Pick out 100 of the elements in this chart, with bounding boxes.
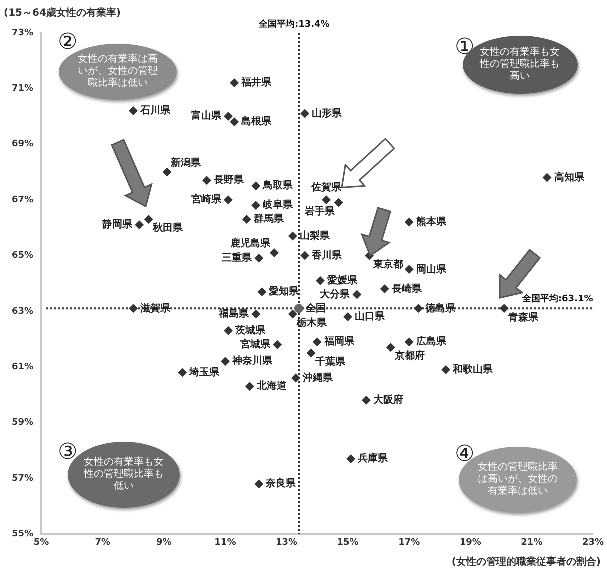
series-label: 長崎県 xyxy=(390,282,423,295)
series-label: 石川県 xyxy=(139,104,172,117)
ref-line-label: 全国平均:63.1% xyxy=(521,294,594,305)
point xyxy=(254,480,264,489)
point xyxy=(230,118,240,127)
series-label: 宮城県 xyxy=(240,338,272,350)
series-label: 神奈川県 xyxy=(231,355,274,368)
point xyxy=(542,173,552,182)
series-label: 北海道 xyxy=(256,380,288,392)
series-label: 栃木県 xyxy=(296,316,328,329)
point xyxy=(300,251,310,260)
point xyxy=(245,382,254,392)
x-tick-label: 15% xyxy=(337,538,359,548)
series-label: 山梨県 xyxy=(300,230,331,242)
x-tick-label: 21% xyxy=(521,538,543,548)
point xyxy=(128,304,138,314)
y-tick-label: 63% xyxy=(12,306,34,317)
point xyxy=(230,78,240,88)
y-tick-label: 55% xyxy=(12,530,34,540)
point xyxy=(306,348,316,358)
series-label: 東京都 xyxy=(372,258,404,270)
y-tick-label: 71% xyxy=(12,84,34,94)
series-label: 大分県 xyxy=(319,288,352,300)
point xyxy=(414,304,424,314)
series-label: 福島県 xyxy=(218,308,250,320)
annotation: ① xyxy=(455,35,475,60)
point xyxy=(224,112,234,122)
point xyxy=(352,290,362,300)
series-label: 三重県 xyxy=(222,252,254,264)
x-axis-title: (女性の管理的職業従事者の割合) xyxy=(452,556,601,569)
series-label: 福井県 xyxy=(240,76,273,89)
point xyxy=(128,106,138,116)
y-tick-label: 57% xyxy=(12,474,34,484)
series-label: 宮崎県 xyxy=(192,194,223,206)
series-label: 徳島県 xyxy=(424,302,457,314)
series-label: 千葉県 xyxy=(314,356,346,368)
ref-line-label: 全国平均:13.4% xyxy=(258,18,330,30)
point xyxy=(404,265,414,274)
point xyxy=(322,196,332,205)
series-label: 和歌山県 xyxy=(452,364,494,376)
series-label: 大阪府 xyxy=(372,394,404,406)
point xyxy=(386,343,396,352)
y-tick-label: 73% xyxy=(12,28,34,38)
series-label: 秋田県 xyxy=(152,222,184,234)
point xyxy=(312,338,322,347)
point xyxy=(254,254,264,264)
point xyxy=(380,284,390,294)
series-label: 岡山県 xyxy=(416,263,448,276)
series-label: 佐賀県 xyxy=(310,182,343,194)
point xyxy=(300,109,310,118)
series-label: 茨城県 xyxy=(234,324,267,337)
point xyxy=(442,365,451,374)
annotation: 女性の管理職比率は高いが、女性の有業率は低い xyxy=(477,462,559,498)
series-label: 奈良県 xyxy=(265,478,298,490)
series-label: 愛知県 xyxy=(269,286,300,298)
x-tick-label: 17% xyxy=(398,538,420,548)
series-label: 熊本県 xyxy=(416,216,448,228)
y-tick-label: 59% xyxy=(12,418,34,428)
x-tick-label: 7% xyxy=(95,538,110,548)
point xyxy=(162,168,172,177)
point xyxy=(344,312,353,322)
annotation: 女性の有業率は高いが、女性の管理職比率は低い xyxy=(77,54,159,90)
series-label: 群馬県 xyxy=(252,213,285,226)
point xyxy=(294,304,304,314)
y-tick-label: 69% xyxy=(12,140,34,150)
point xyxy=(220,357,230,366)
series-label: 鳥取県 xyxy=(262,180,294,192)
point xyxy=(334,198,344,208)
series-label: 岐阜県 xyxy=(263,199,294,212)
x-tick-label: 19% xyxy=(460,538,482,548)
series-label: 島根県 xyxy=(242,116,273,128)
point xyxy=(291,374,300,383)
point xyxy=(288,310,298,319)
point xyxy=(500,304,509,314)
x-tick-label: 13% xyxy=(276,538,298,548)
annotation: 女性の有業率も女性の管理職比率も高い xyxy=(478,47,561,83)
point xyxy=(270,248,279,258)
point xyxy=(224,326,234,336)
point xyxy=(144,215,154,224)
point xyxy=(242,215,252,224)
series-label: 滋賀県 xyxy=(139,302,172,314)
point xyxy=(404,218,414,227)
annotation: ④ xyxy=(455,442,475,467)
point xyxy=(316,276,325,286)
point xyxy=(135,220,144,230)
point xyxy=(224,196,234,205)
y-tick-label: 67% xyxy=(12,195,34,206)
series-label: 青森県 xyxy=(507,311,540,324)
x-tick-label: 11% xyxy=(214,538,236,548)
series-label: 長野県 xyxy=(213,174,246,186)
x-tick-label: 23% xyxy=(582,538,604,548)
series-label: 埼玉県 xyxy=(188,366,221,378)
series-label: 富山県 xyxy=(192,110,223,122)
series-label: 広島県 xyxy=(415,336,448,348)
point xyxy=(252,201,261,210)
series-label: 全国 xyxy=(304,302,326,314)
y-tick-label: 61% xyxy=(12,362,34,372)
point xyxy=(404,338,414,347)
point xyxy=(258,287,267,296)
point xyxy=(273,340,282,350)
